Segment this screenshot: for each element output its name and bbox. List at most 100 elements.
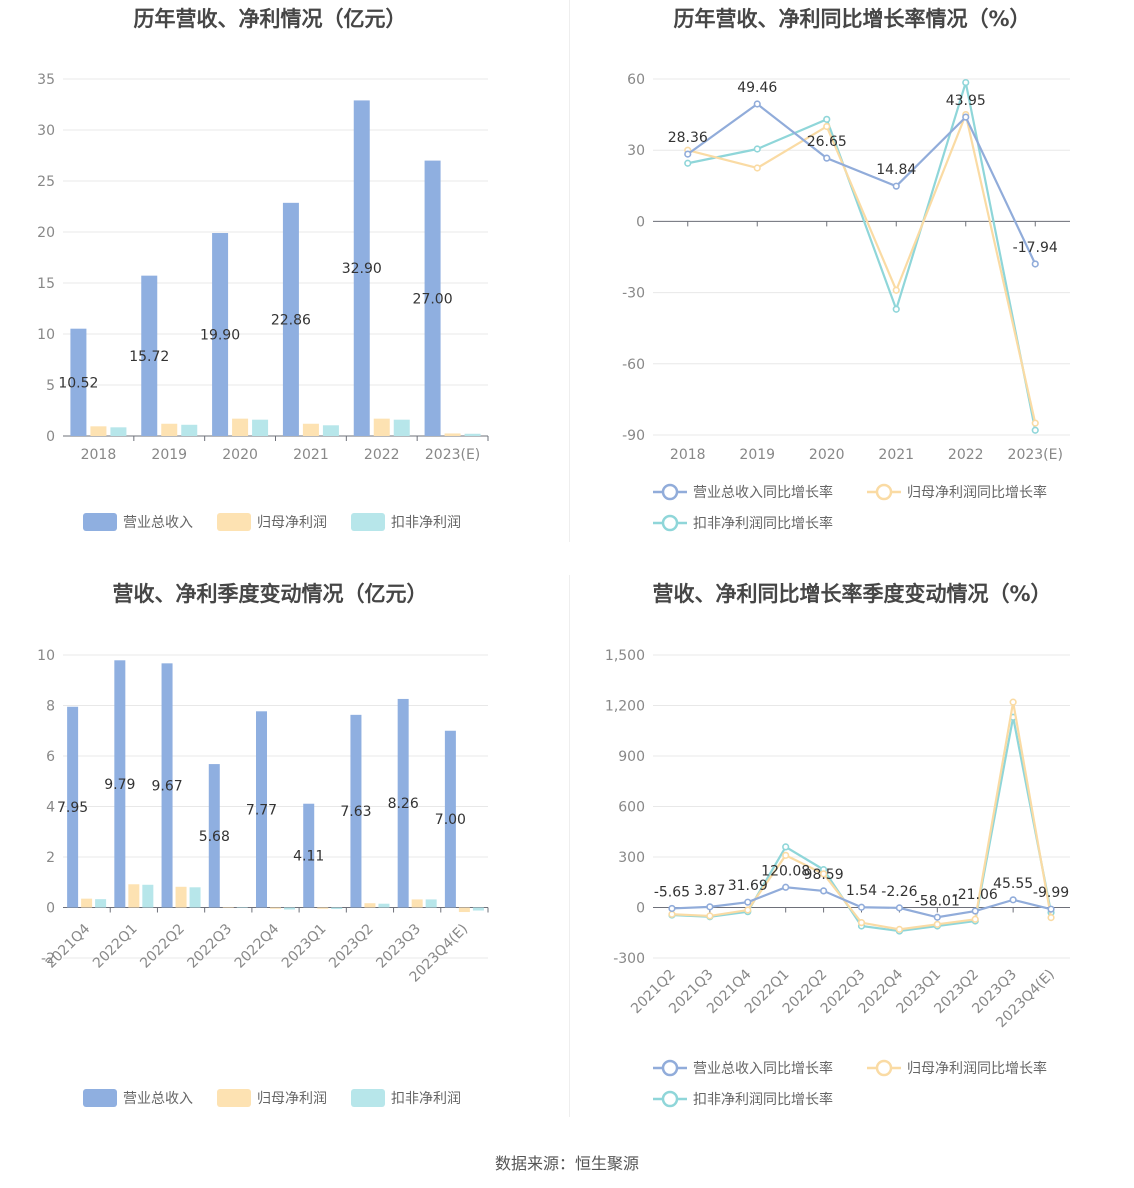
- bar-归母净利润: [317, 907, 329, 909]
- x-tick-label: 2022Q3: [185, 921, 236, 972]
- x-tick-label: 2021Q4: [43, 921, 94, 972]
- legend-label: 归母净利润同比增长率: [907, 484, 1047, 501]
- x-tick-label: 2023Q2: [326, 921, 377, 972]
- bar-扣非净利润: [95, 899, 107, 908]
- bar-data-label: 5.68: [199, 829, 230, 845]
- x-tick-label: 2019: [739, 447, 775, 463]
- y-tick-label: 5: [46, 378, 55, 394]
- data-point: [706, 912, 714, 920]
- y-tick-label: 30: [627, 143, 645, 159]
- y-tick-label: 6: [46, 749, 55, 765]
- x-tick-label: 2019: [151, 447, 187, 463]
- legend-swatch: [217, 1089, 251, 1107]
- legend-label: 扣非净利润: [391, 1091, 461, 1107]
- bar-营业总收入: [70, 328, 87, 436]
- legend-item: 扣非净利润: [351, 513, 461, 531]
- bar-归母净利润: [270, 907, 281, 909]
- y-tick-label: 0: [636, 214, 645, 230]
- legend-item: 营业总收入: [83, 513, 193, 531]
- data-point: [1031, 419, 1039, 427]
- chart-title: 历年营收、净利同比增长率情况（%）: [673, 7, 1030, 31]
- line-data-label: 45.55: [993, 876, 1033, 892]
- y-tick-label: 10: [37, 327, 55, 343]
- chart-title: 营收、净利同比增长率季度变动情况（%）: [652, 582, 1051, 606]
- data-point: [744, 898, 752, 906]
- data-point: [1031, 426, 1039, 434]
- bar-data-label: 32.90: [342, 261, 382, 277]
- line-data-label: -5.65: [654, 884, 690, 900]
- legend-swatch: [351, 513, 385, 531]
- data-point: [782, 851, 790, 859]
- y-tick-label: 4: [46, 800, 55, 816]
- data-point: [819, 870, 828, 878]
- data-point: [1009, 698, 1017, 706]
- line-data-label: -2.26: [881, 884, 917, 900]
- bar-扣非净利润: [472, 907, 484, 911]
- legend-item: 营业总收入同比增长率: [653, 1059, 833, 1077]
- y-tick-label: 600: [618, 800, 645, 816]
- data-point: [782, 843, 790, 851]
- bar-归母净利润: [458, 907, 470, 913]
- legend-item: 归母净利润: [217, 513, 327, 531]
- line-data-label: 43.95: [946, 93, 986, 109]
- y-tick-label: 1,200: [605, 699, 645, 715]
- x-tick-label: 2018: [670, 447, 706, 463]
- bar-营业总收入: [67, 706, 79, 908]
- y-tick-label: 8: [46, 699, 55, 715]
- data-point: [668, 904, 676, 913]
- y-tick-label: 60: [627, 72, 645, 88]
- bar-扣非净利润: [322, 425, 339, 436]
- data-point: [933, 913, 941, 921]
- data-point: [782, 883, 790, 891]
- y-tick-label: 0: [636, 901, 645, 917]
- line-data-label: 31.69: [728, 878, 768, 894]
- data-point: [1031, 260, 1039, 268]
- data-point: [895, 904, 904, 912]
- y-tick-label: -30: [622, 286, 645, 302]
- bar-营业总收入: [161, 663, 173, 908]
- legend-label: 归母净利润: [257, 514, 327, 531]
- x-tick-label: 2023(E): [425, 447, 480, 463]
- legend-swatch: [351, 1089, 385, 1107]
- bar-扣非净利润: [110, 427, 127, 436]
- bar-data-label: 9.79: [104, 777, 135, 793]
- legend-item: 扣非净利润同比增长率: [653, 1090, 833, 1108]
- line-data-label: 3.87: [694, 883, 725, 899]
- annual-growth-chart-panel: 历年营收、净利同比增长率情况（%） -90 -60 -30 0 30 60 2018 2019 2…: [567, 0, 1134, 560]
- line-data-label: 26.65: [807, 134, 847, 150]
- series-line-扣非净利润同比增长率: [687, 82, 1037, 431]
- y-tick-label: 35: [37, 72, 55, 88]
- quarterly-growth-chart-panel: 营收、净利同比增长率季度变动情况（%） -300 0 300 600 900 1,200 1,…: [567, 575, 1134, 1135]
- legend-label: 扣非净利润: [391, 515, 461, 531]
- bar-营业总收入: [303, 803, 315, 908]
- data-point: [971, 915, 979, 923]
- series-line-归母净利润同比增长率: [687, 110, 1037, 424]
- bar-归母净利润: [81, 898, 93, 908]
- bar-营业总收入: [141, 275, 158, 436]
- bar-扣非净利润: [189, 887, 201, 908]
- legend-swatch-marker: [875, 483, 893, 501]
- bar-扣非净利润: [393, 419, 410, 436]
- line-data-label: -21.06: [953, 887, 998, 903]
- bar-扣非净利润: [252, 419, 269, 436]
- line-data-label: -58.01: [915, 893, 960, 909]
- y-tick-label: 0: [46, 429, 55, 445]
- x-tick-label: 2023(E): [1008, 447, 1063, 463]
- line-data-label: 98.59: [804, 867, 844, 883]
- chart-title: 历年营收、净利情况（亿元）: [134, 7, 407, 31]
- series-line-营业总收入同比增长率: [687, 102, 1037, 265]
- y-tick-label: 20: [37, 225, 55, 241]
- bar-data-label: 15.72: [129, 349, 169, 365]
- data-point: [892, 182, 900, 190]
- data-point: [895, 925, 904, 933]
- bar-data-label: 7.77: [246, 802, 277, 818]
- bar-扣非净利润: [236, 906, 248, 908]
- line-data-label: -9.99: [1033, 885, 1069, 901]
- y-tick-label: 10: [37, 648, 55, 664]
- quarterly-bar-chart: 营收、净利季度变动情况（亿元） -2 0 2 4 6 8 10 7.95 2021Q4 9.79 20…: [37, 582, 489, 1107]
- bar-扣非净利润: [142, 884, 154, 908]
- x-tick-label: 2022Q2: [137, 921, 188, 972]
- y-tick-label: -60: [622, 357, 645, 373]
- annual-bar-chart: 历年营收、净利情况（亿元） 0 5 10 15 20 25 30 35 10.52 2018 15.7…: [37, 7, 489, 531]
- x-tick-label: 2020: [809, 447, 845, 463]
